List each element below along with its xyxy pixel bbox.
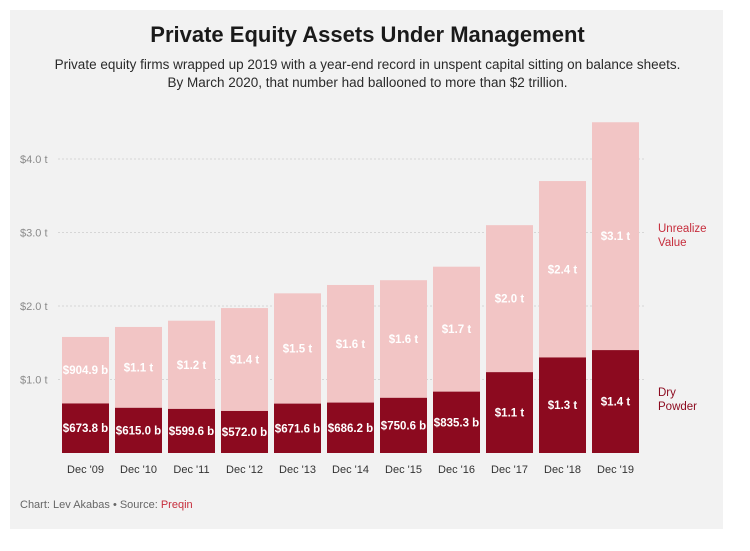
bar-dry-powder xyxy=(115,407,162,453)
x-tick-label: Dec '18 xyxy=(544,464,581,476)
x-tick-label: Dec '17 xyxy=(491,464,528,476)
data-label-dry-powder: $1.4 t xyxy=(601,397,631,409)
data-label-dry-powder: $572.0 b xyxy=(222,427,267,439)
data-label-unrealized-value: $1.7 t xyxy=(442,324,472,336)
bar-dry-powder xyxy=(168,408,215,453)
data-label-unrealized-value: $1.6 t xyxy=(336,339,366,351)
data-label-dry-powder: $615.0 b xyxy=(116,425,161,437)
bar-unrealized-value xyxy=(380,280,427,398)
credit-text: Chart: Lev Akabas • Source: xyxy=(20,499,161,511)
bar-dry-powder xyxy=(62,403,109,453)
x-tick-label: Dec '09 xyxy=(67,464,104,476)
x-tick-label: Dec '14 xyxy=(332,464,369,476)
data-label-dry-powder: $1.1 t xyxy=(495,408,525,420)
bar-unrealized-value xyxy=(327,284,374,403)
bar-dry-powder xyxy=(274,403,321,453)
bar-dry-powder xyxy=(327,402,374,453)
x-tick-label: Dec '13 xyxy=(279,464,316,476)
data-label-unrealized-value: $1.4 t xyxy=(230,355,260,367)
data-label-unrealized-value: $2.0 t xyxy=(495,294,525,306)
data-label-dry-powder: $686.2 b xyxy=(328,423,373,435)
y-tick-label: $3.0 t xyxy=(20,228,48,240)
data-label-dry-powder: $599.6 b xyxy=(169,426,214,438)
data-label-dry-powder: $1.3 t xyxy=(548,400,578,412)
x-tick-label: Dec '15 xyxy=(385,464,422,476)
data-label-unrealized-value: $1.2 t xyxy=(177,360,207,372)
data-label-unrealized-value: $904.9 b xyxy=(63,365,108,377)
data-label-unrealized-value: $3.1 t xyxy=(601,231,631,243)
bar-dry-powder xyxy=(592,350,639,453)
chart-subtitle: Private equity firms wrapped up 2019 wit… xyxy=(54,57,681,90)
bar-unrealized-value xyxy=(433,266,480,392)
data-label-unrealized-value: $1.6 t xyxy=(389,334,419,346)
bar-unrealized-value xyxy=(486,225,533,373)
bar-unrealized-value xyxy=(539,181,586,358)
bar-unrealized-value xyxy=(168,320,215,409)
x-tick-label: Dec '11 xyxy=(173,464,209,476)
bar-dry-powder xyxy=(539,357,586,453)
chart-footer: Chart: Lev Akabas • Source: Preqin xyxy=(20,499,193,511)
data-label-dry-powder: $673.8 b xyxy=(63,423,108,435)
bar-dry-powder xyxy=(433,391,480,453)
x-tick-label: Dec '10 xyxy=(120,464,157,476)
y-tick-label: $4.0 t xyxy=(20,154,48,166)
x-tick-label: Dec '12 xyxy=(226,464,263,476)
bar-unrealized-value xyxy=(221,308,268,411)
x-tick-label: Dec '16 xyxy=(438,464,475,476)
bar-unrealized-value xyxy=(115,326,162,408)
legend-unrealized-value: Unrealize Value xyxy=(658,223,707,249)
y-tick-label: $2.0 t xyxy=(20,301,48,313)
data-label-unrealized-value: $1.1 t xyxy=(124,362,154,374)
source-link[interactable]: Preqin xyxy=(160,499,193,511)
data-label-dry-powder: $835.3 b xyxy=(434,417,479,429)
data-label-unrealized-value: $1.5 t xyxy=(283,343,313,355)
bar-unrealized-value xyxy=(62,336,109,404)
bar-dry-powder xyxy=(221,410,268,453)
legend-dry-powder: Dry Powder xyxy=(658,387,697,413)
bar-dry-powder xyxy=(486,372,533,453)
bar-dry-powder xyxy=(380,397,427,453)
y-tick-label: $1.0 t xyxy=(20,375,48,387)
x-tick-label: Dec '19 xyxy=(597,464,634,476)
bar-unrealized-value xyxy=(592,122,639,351)
data-label-dry-powder: $750.6 b xyxy=(381,420,426,432)
bar-unrealized-value xyxy=(274,293,321,404)
data-label-dry-powder: $671.6 b xyxy=(275,423,320,435)
chart-title: Private Equity Assets Under Management xyxy=(150,22,585,47)
data-label-unrealized-value: $2.4 t xyxy=(548,264,578,276)
